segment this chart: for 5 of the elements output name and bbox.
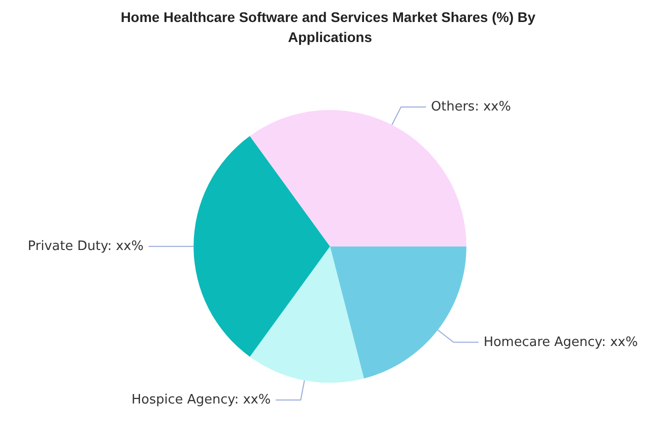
slice-label: Homecare Agency: xx% bbox=[484, 334, 638, 350]
chart-title: Home Healthcare Software and Services Market Shares (%) By Applications bbox=[120, 9, 540, 45]
slice-label: Hospice Agency: xx% bbox=[132, 392, 271, 408]
slice-label: Private Duty: xx% bbox=[28, 238, 144, 254]
slice-label: Others: xx% bbox=[431, 100, 511, 115]
